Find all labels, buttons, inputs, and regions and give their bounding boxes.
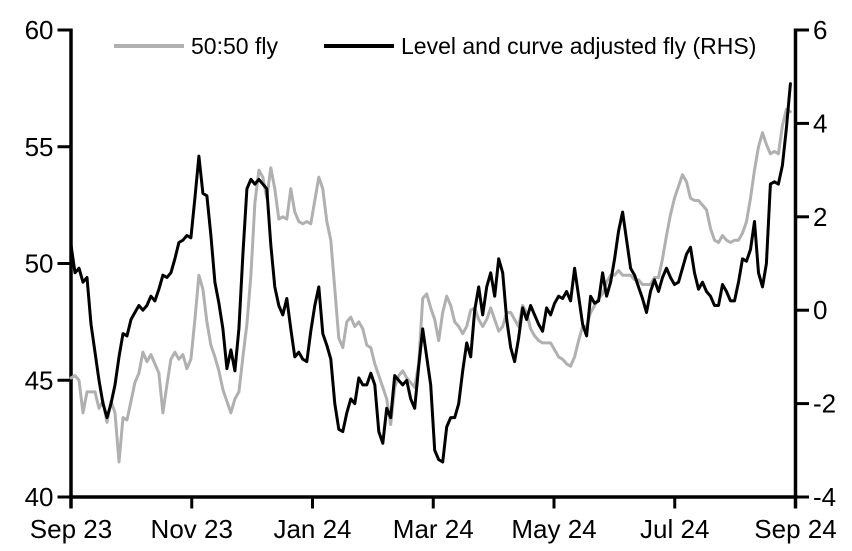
- x-axis-tick-label: Jan 24: [273, 514, 351, 544]
- left-axis-tick-label: 50: [25, 249, 54, 279]
- right-axis-tick-label: -4: [813, 482, 836, 512]
- right-axis-tick-label: 0: [813, 295, 827, 325]
- left-axis-tick-label: 45: [25, 365, 54, 395]
- x-axis-tick-label: Nov 23: [151, 514, 233, 544]
- x-axis-tick-label: Jul 24: [640, 514, 709, 544]
- x-axis-tick-label: May 24: [511, 514, 596, 544]
- x-axis-tick-label: Mar 24: [393, 514, 474, 544]
- right-axis-tick-label: 2: [813, 202, 827, 232]
- series-line-50-50-fly: [69, 107, 792, 464]
- right-axis-tick-label: -2: [813, 389, 836, 419]
- right-axis-tick-label: 6: [813, 15, 827, 45]
- x-axis-tick-label: Sep 24: [754, 514, 836, 544]
- left-axis-tick-label: 55: [25, 132, 54, 162]
- left-axis-tick-label: 40: [25, 482, 54, 512]
- x-axis-tick-label: Sep 23: [30, 514, 112, 544]
- left-axis-tick-label: 60: [25, 15, 54, 45]
- series-line-level-and-curve-adjusted-fly-rhs: [69, 82, 792, 464]
- right-axis-tick-label: 4: [813, 108, 827, 138]
